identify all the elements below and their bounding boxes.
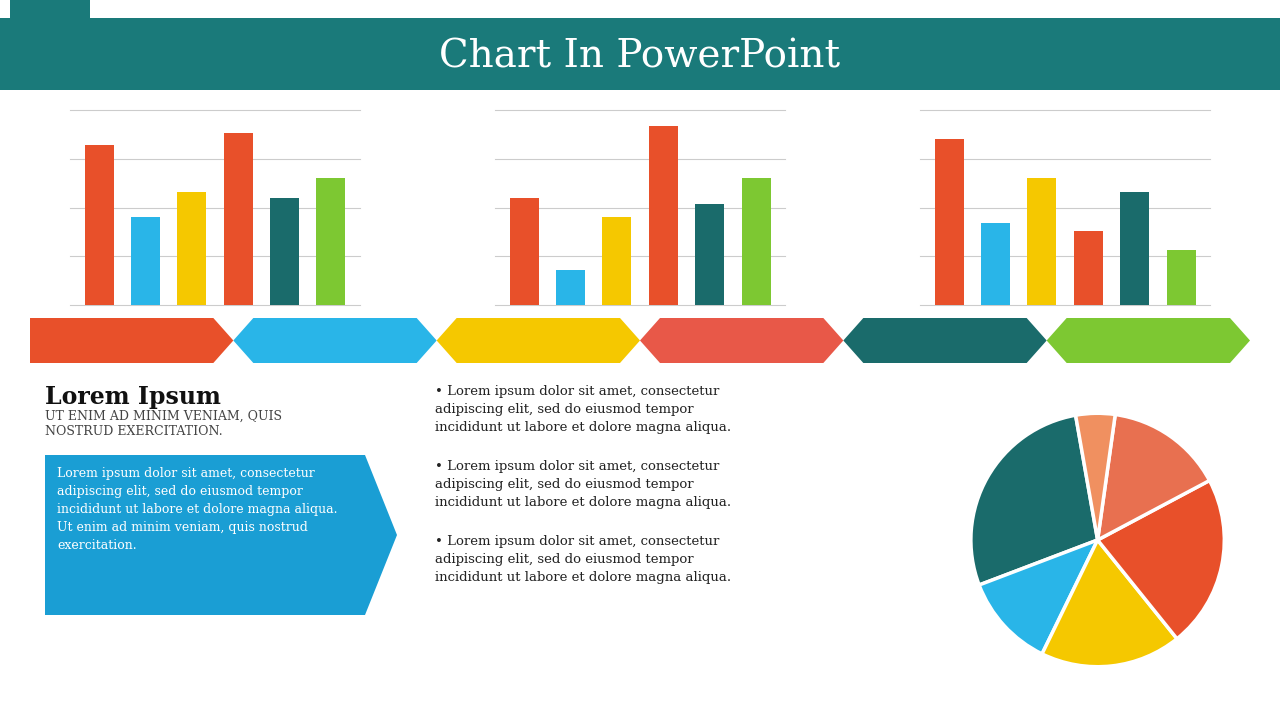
Bar	[603, 217, 631, 305]
Polygon shape	[844, 318, 1047, 363]
Text: Lorem Ipsum: Lorem Ipsum	[45, 385, 221, 409]
Bar	[1028, 179, 1056, 305]
Polygon shape	[233, 318, 436, 363]
Wedge shape	[972, 415, 1097, 585]
Bar	[509, 198, 539, 305]
Bar	[1074, 231, 1102, 305]
Bar	[224, 133, 252, 305]
Text: UT ENIM AD MINIM VENIAM, QUIS
NOSTRUD EXERCITATION.: UT ENIM AD MINIM VENIAM, QUIS NOSTRUD EX…	[45, 410, 282, 438]
Bar	[980, 223, 1010, 305]
Text: • Lorem ipsum dolor sit amet, consectetur
adipiscing elit, sed do eiusmod tempor: • Lorem ipsum dolor sit amet, consectetu…	[435, 535, 731, 584]
Bar	[178, 192, 206, 305]
Bar	[934, 139, 964, 305]
Text: Chart In PowerPoint: Chart In PowerPoint	[439, 38, 841, 76]
Wedge shape	[1097, 415, 1210, 540]
Wedge shape	[1097, 480, 1224, 639]
Wedge shape	[979, 540, 1097, 654]
Text: • Lorem ipsum dolor sit amet, consectetur
adipiscing elit, sed do eiusmod tempor: • Lorem ipsum dolor sit amet, consectetu…	[435, 460, 731, 509]
Polygon shape	[29, 318, 233, 363]
Bar	[316, 179, 346, 305]
Bar	[131, 217, 160, 305]
Text: Lorem ipsum dolor sit amet, consectetur
adipiscing elit, sed do eiusmod tempor
i: Lorem ipsum dolor sit amet, consectetur …	[58, 467, 338, 552]
Bar	[84, 145, 114, 305]
Bar	[649, 125, 677, 305]
Bar	[741, 179, 771, 305]
Polygon shape	[45, 455, 397, 615]
Text: • Lorem ipsum dolor sit amet, consectetur
adipiscing elit, sed do eiusmod tempor: • Lorem ipsum dolor sit amet, consectetu…	[435, 385, 731, 434]
Bar	[695, 204, 724, 305]
Polygon shape	[1047, 318, 1251, 363]
Polygon shape	[436, 318, 640, 363]
Bar	[1120, 192, 1149, 305]
Polygon shape	[640, 318, 844, 363]
Bar	[270, 198, 300, 305]
Bar	[10, 0, 90, 18]
Bar	[0, 18, 1280, 90]
Bar	[556, 270, 585, 305]
Bar	[1166, 251, 1196, 305]
Wedge shape	[1075, 413, 1115, 540]
Wedge shape	[1042, 540, 1178, 667]
